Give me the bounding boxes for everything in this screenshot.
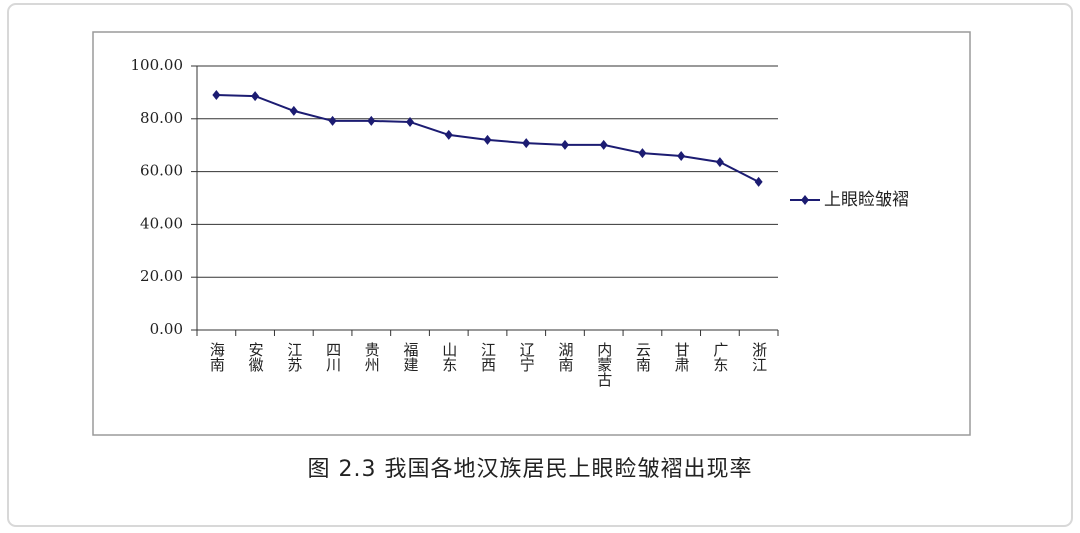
point — [367, 115, 376, 126]
point — [599, 139, 608, 150]
point — [677, 151, 686, 162]
x-tick-label: 江苏 — [285, 342, 303, 373]
x-tick-label: 四川 — [324, 342, 342, 372]
chart-title: 图 2.3 我国各地汉族居民上眼睑皱褶出现率 — [308, 457, 753, 482]
x-tick-label: 广东 — [711, 342, 729, 372]
point — [328, 115, 337, 126]
point — [483, 134, 492, 145]
x-tick-label: 辽宁 — [518, 342, 536, 372]
x-tick-label: 内蒙古 — [595, 342, 613, 387]
x-tick-label: 湖南 — [556, 342, 574, 372]
x-tick-label: 贵州 — [363, 342, 381, 372]
y-tick-label: 0.00 — [150, 320, 183, 338]
y-tick-label: 80.00 — [140, 109, 183, 127]
point — [715, 157, 724, 168]
x-tick-label: 安徽 — [247, 342, 265, 372]
legend-label: 上眼睑皱褶 — [824, 190, 909, 210]
x-tick-label: 云南 — [634, 342, 652, 372]
point — [560, 139, 569, 150]
y-tick-label: 100.00 — [131, 56, 184, 74]
point — [289, 105, 298, 116]
legend-marker — [801, 195, 809, 205]
x-tick-label: 山东 — [440, 342, 458, 372]
x-tick-label: 福建 — [402, 342, 420, 372]
chart-frame — [92, 31, 971, 436]
point — [251, 91, 260, 102]
x-tick-label: 江西 — [479, 342, 497, 372]
x-tick-label: 甘肃 — [673, 342, 691, 372]
point — [754, 176, 763, 187]
point — [406, 116, 415, 127]
point — [638, 148, 647, 159]
x-tick-label: 海南 — [208, 342, 226, 372]
y-tick-label: 60.00 — [140, 162, 183, 180]
y-tick-label: 20.00 — [140, 267, 183, 285]
x-tick-label: 浙江 — [750, 342, 768, 372]
y-tick-label: 40.00 — [140, 214, 183, 232]
point — [212, 90, 221, 101]
point — [444, 129, 453, 140]
point — [522, 138, 531, 149]
